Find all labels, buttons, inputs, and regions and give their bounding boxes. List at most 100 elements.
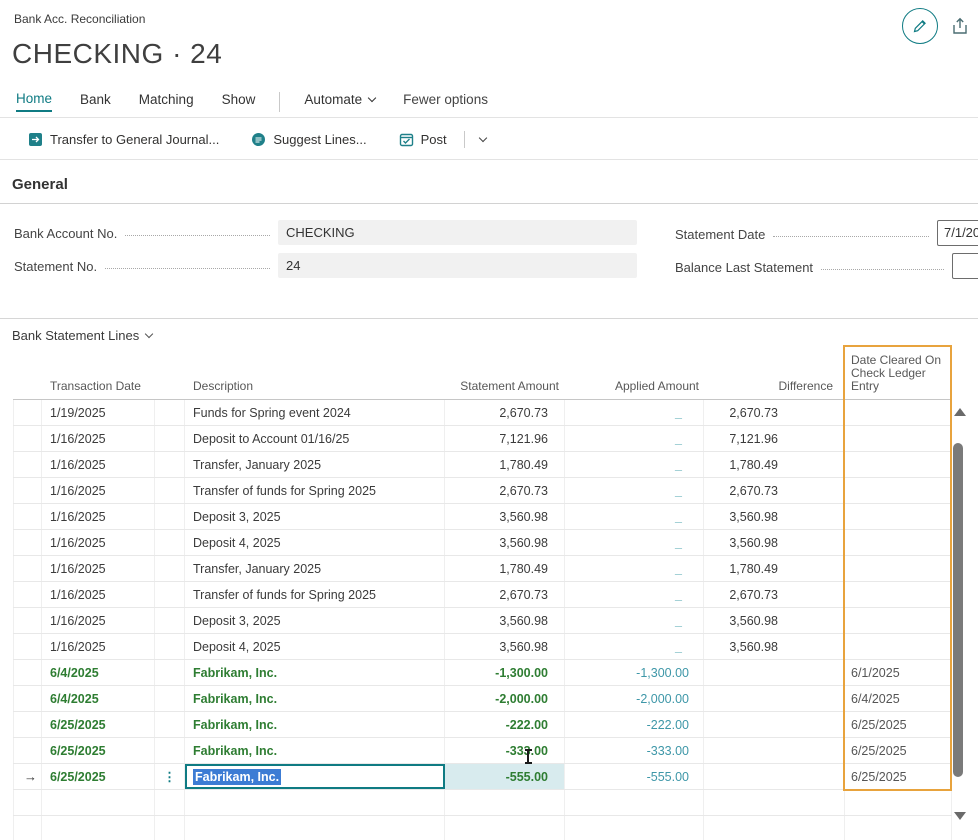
breadcrumb[interactable]: Bank Acc. Reconciliation: [14, 12, 145, 26]
cell-description[interactable]: Transfer, January 2025: [185, 556, 445, 581]
chevron-down-icon[interactable]: [478, 133, 486, 141]
cell-difference[interactable]: [704, 790, 845, 815]
cell-date-cleared[interactable]: [845, 504, 952, 529]
cell-description[interactable]: Deposit to Account 01/16/25: [185, 426, 445, 451]
cell-applied-amount[interactable]: _: [565, 582, 704, 607]
row-menu-icon[interactable]: [155, 712, 185, 737]
cell-statement-amount[interactable]: -1,300.00: [445, 660, 565, 685]
cell-date-cleared[interactable]: [845, 452, 952, 477]
row-menu-icon[interactable]: [155, 686, 185, 711]
cell-statement-amount[interactable]: 2,670.73: [445, 582, 565, 607]
scrollbar-up-arrow[interactable]: [954, 408, 966, 416]
table-row[interactable]: 1/16/2025 Transfer, January 2025 1,780.4…: [13, 452, 952, 478]
table-row[interactable]: 1/16/2025 Deposit 3, 2025 3,560.98 _ 3,5…: [13, 504, 952, 530]
cell-date-cleared[interactable]: [845, 608, 952, 633]
cell-transaction-date[interactable]: 1/16/2025: [42, 504, 155, 529]
cell-transaction-date[interactable]: 1/16/2025: [42, 582, 155, 607]
table-row[interactable]: [13, 790, 952, 816]
cell-applied-amount[interactable]: -333.00: [565, 738, 704, 763]
table-row[interactable]: 1/16/2025 Deposit 3, 2025 3,560.98 _ 3,5…: [13, 608, 952, 634]
cell-transaction-date[interactable]: 1/19/2025: [42, 400, 155, 425]
cell-applied-amount[interactable]: -2,000.00: [565, 686, 704, 711]
cell-statement-amount[interactable]: 2,670.73: [445, 478, 565, 503]
tab-matching[interactable]: Matching: [139, 92, 194, 111]
cell-statement-amount[interactable]: -555.00: [445, 764, 565, 789]
cell-date-cleared[interactable]: [845, 400, 952, 425]
header-difference[interactable]: Difference: [704, 352, 845, 400]
cell-transaction-date[interactable]: 1/16/2025: [42, 556, 155, 581]
cell-statement-amount[interactable]: 3,560.98: [445, 608, 565, 633]
row-menu-icon[interactable]: ⋮: [155, 764, 185, 789]
cell-transaction-date[interactable]: 6/25/2025: [42, 738, 155, 763]
cell-applied-amount[interactable]: _: [565, 400, 704, 425]
cell-description[interactable]: [185, 816, 445, 840]
cell-difference[interactable]: 3,560.98: [704, 504, 845, 529]
table-row[interactable]: 1/16/2025 Transfer of funds for Spring 2…: [13, 582, 952, 608]
cell-description[interactable]: Deposit 3, 2025: [185, 608, 445, 633]
cell-transaction-date[interactable]: 1/16/2025: [42, 426, 155, 451]
cell-statement-amount[interactable]: 1,780.49: [445, 556, 565, 581]
header-date-cleared[interactable]: Date Cleared On Check Ledger Entry: [845, 352, 952, 400]
table-row[interactable]: [13, 816, 952, 840]
cell-difference[interactable]: 2,670.73: [704, 582, 845, 607]
cell-statement-amount[interactable]: 2,670.73: [445, 400, 565, 425]
cell-statement-amount[interactable]: 1,780.49: [445, 452, 565, 477]
cell-applied-amount[interactable]: _: [565, 530, 704, 555]
cell-description[interactable]: Transfer of funds for Spring 2025: [185, 582, 445, 607]
cell-date-cleared[interactable]: [845, 426, 952, 451]
row-menu-icon[interactable]: [155, 790, 185, 815]
tab-home[interactable]: Home: [16, 91, 52, 112]
cell-date-cleared[interactable]: [845, 816, 952, 840]
cell-statement-amount[interactable]: [445, 790, 565, 815]
cell-date-cleared[interactable]: [845, 478, 952, 503]
cell-statement-amount[interactable]: [445, 816, 565, 840]
cell-date-cleared[interactable]: [845, 790, 952, 815]
cell-difference[interactable]: 3,560.98: [704, 530, 845, 555]
statement-no-input[interactable]: 24: [278, 253, 637, 278]
cell-date-cleared[interactable]: 6/25/2025: [845, 764, 952, 789]
table-row[interactable]: 6/4/2025 Fabrikam, Inc. -1,300.00 -1,300…: [13, 660, 952, 686]
row-menu-icon[interactable]: [155, 504, 185, 529]
balance-last-statement-input[interactable]: [952, 253, 978, 279]
row-menu-icon[interactable]: [155, 816, 185, 840]
cell-date-cleared[interactable]: 6/4/2025: [845, 686, 952, 711]
tab-show[interactable]: Show: [222, 92, 256, 111]
cell-applied-amount[interactable]: -222.00: [565, 712, 704, 737]
cell-difference[interactable]: [704, 764, 845, 789]
cell-transaction-date[interactable]: 1/16/2025: [42, 478, 155, 503]
cell-description[interactable]: Deposit 3, 2025: [185, 504, 445, 529]
cell-description[interactable]: Deposit 4, 2025: [185, 634, 445, 659]
share-icon[interactable]: [950, 16, 970, 36]
cell-statement-amount[interactable]: -2,000.00: [445, 686, 565, 711]
table-row[interactable]: 6/25/2025 Fabrikam, Inc. -333.00 -333.00…: [13, 738, 952, 764]
cell-transaction-date[interactable]: 6/4/2025: [42, 660, 155, 685]
cell-statement-amount[interactable]: -333.00: [445, 738, 565, 763]
cell-date-cleared[interactable]: [845, 530, 952, 555]
cell-statement-amount[interactable]: 3,560.98: [445, 634, 565, 659]
bank-account-no-input[interactable]: CHECKING: [278, 220, 637, 245]
row-menu-icon[interactable]: [155, 582, 185, 607]
cell-date-cleared[interactable]: [845, 582, 952, 607]
row-menu-icon[interactable]: [155, 634, 185, 659]
cell-difference[interactable]: 3,560.98: [704, 634, 845, 659]
table-row[interactable]: 1/16/2025 Deposit 4, 2025 3,560.98 _ 3,5…: [13, 634, 952, 660]
general-section-heading[interactable]: General: [12, 176, 68, 193]
cell-description[interactable]: Deposit 4, 2025: [185, 530, 445, 555]
cell-difference[interactable]: 7,121.96: [704, 426, 845, 451]
cell-description[interactable]: Fabrikam, Inc.: [185, 712, 445, 737]
cell-difference[interactable]: [704, 816, 845, 840]
scrollbar-thumb[interactable]: [953, 443, 963, 777]
cell-statement-amount[interactable]: 3,560.98: [445, 504, 565, 529]
scrollbar-down-arrow[interactable]: [954, 812, 966, 820]
tab-automate[interactable]: Automate: [304, 92, 375, 111]
cell-transaction-date[interactable]: 6/25/2025: [42, 712, 155, 737]
cell-description[interactable]: Funds for Spring event 2024: [185, 400, 445, 425]
row-menu-icon[interactable]: [155, 556, 185, 581]
cell-applied-amount[interactable]: [565, 790, 704, 815]
cell-difference[interactable]: 1,780.49: [704, 452, 845, 477]
header-transaction-date[interactable]: Transaction Date: [42, 352, 155, 400]
cell-statement-amount[interactable]: 7,121.96: [445, 426, 565, 451]
cell-difference[interactable]: [704, 660, 845, 685]
header-applied-amount[interactable]: Applied Amount: [565, 352, 704, 400]
cell-date-cleared[interactable]: [845, 634, 952, 659]
